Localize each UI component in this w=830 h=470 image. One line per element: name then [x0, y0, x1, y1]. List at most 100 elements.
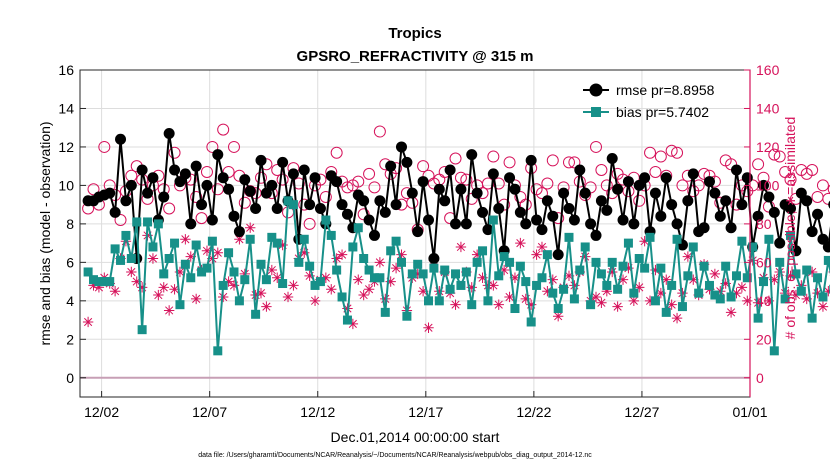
obs-assimilated-point [671, 312, 683, 324]
rmse-point [439, 195, 451, 207]
bias-point [413, 259, 423, 269]
obs-assimilated-point [817, 301, 829, 312]
rmse-point [741, 172, 753, 184]
bias-point [694, 288, 704, 298]
obs-assimilated-point [596, 297, 607, 308]
obs-possible-point [562, 156, 575, 169]
bias-point [321, 215, 331, 225]
rmse-point [801, 195, 813, 207]
obs-possible-point [168, 146, 181, 159]
y-right-tick-label: 140 [756, 100, 780, 116]
bias-point [580, 242, 590, 252]
rmse-point [174, 176, 186, 188]
obs-assimilated-point [336, 249, 348, 260]
rmse-point [336, 199, 348, 211]
bias-point [769, 346, 779, 356]
x-tick-label: 12/02 [84, 404, 119, 420]
obs-assimilated-point [131, 276, 142, 287]
bias-point [180, 259, 190, 269]
obs-assimilated-point [82, 316, 94, 328]
obs-assimilated-point [147, 253, 159, 264]
rmse-point [147, 172, 159, 184]
obs-possible-point [773, 150, 786, 163]
y-tick-label: 8 [66, 216, 74, 232]
obs-possible-point [330, 146, 343, 159]
obs-assimilated-point [628, 295, 640, 307]
obs-assimilated-point [250, 289, 261, 301]
obs-possible-point [676, 179, 689, 192]
rmse-point [817, 233, 829, 245]
bias-point [137, 325, 147, 335]
bias-point [251, 309, 261, 319]
rmse-point [671, 218, 683, 230]
obs-assimilated-point [477, 272, 488, 283]
obs-assimilated-point [136, 282, 148, 293]
obs-possible-point [546, 154, 559, 167]
obs-assimilated-point [434, 286, 445, 297]
obs-assimilated-point [677, 287, 688, 299]
bias-point [667, 280, 677, 290]
obs-possible-point [595, 164, 608, 177]
bias-point [586, 300, 596, 310]
rmse-point [525, 154, 537, 166]
rmse-point [758, 179, 770, 191]
bias-point [796, 286, 806, 296]
bias-point [364, 265, 374, 275]
obs-assimilated-point [531, 249, 542, 260]
bias-point [802, 265, 812, 275]
bias-point [418, 269, 428, 279]
obs-possible-point [654, 150, 667, 163]
bias-point [272, 238, 282, 248]
obs-assimilated-point [255, 287, 267, 299]
rmse-point [395, 141, 407, 153]
bias-point [434, 296, 444, 306]
bias-point [618, 261, 628, 271]
obs-assimilated-point [655, 287, 667, 299]
rmse-point [477, 206, 489, 218]
rmse-point [298, 164, 310, 176]
bias-point [234, 296, 244, 306]
obs-assimilated-point [120, 235, 132, 247]
bias-point [283, 196, 293, 206]
y-tick-label: 12 [58, 139, 74, 155]
obs-assimilated-point [363, 284, 375, 295]
rmse-point [358, 195, 370, 207]
rmse-point [228, 210, 240, 222]
bias-point [89, 275, 99, 285]
bias-point [299, 234, 309, 244]
obs-assimilated-point [385, 276, 396, 287]
rmse-point [768, 206, 780, 218]
bias-point [342, 315, 352, 325]
obs-possible-point [692, 179, 705, 192]
obs-assimilated-point [482, 280, 494, 291]
bias-point [310, 280, 320, 290]
obs-assimilated-point [661, 274, 672, 285]
obs-possible-point [590, 140, 603, 153]
rmse-point [341, 208, 353, 220]
rmse-point [563, 202, 575, 214]
obs-possible-point [644, 146, 657, 159]
bias-point [823, 255, 830, 265]
obs-assimilated-point [623, 262, 634, 274]
rmse-point [455, 183, 467, 195]
obs-possible-point [449, 152, 462, 165]
bias-point [213, 346, 223, 356]
obs-assimilated-series [82, 222, 830, 333]
obs-assimilated-point [331, 253, 342, 264]
obs-possible-point [535, 187, 548, 200]
bias-point [591, 257, 601, 267]
bias-point [288, 200, 298, 210]
rmse-point [655, 210, 667, 222]
obs-assimilated-point [185, 251, 196, 262]
bias-point [494, 271, 504, 281]
rmse-point [390, 199, 402, 211]
obs-assimilated-point [88, 280, 99, 291]
bias-point [186, 273, 196, 283]
rmse-point [433, 183, 445, 195]
rmse-point [471, 187, 483, 199]
obs-possible-point [200, 165, 213, 178]
bias-point [656, 263, 666, 273]
rmse-point [633, 179, 645, 191]
rmse-point [223, 183, 235, 195]
